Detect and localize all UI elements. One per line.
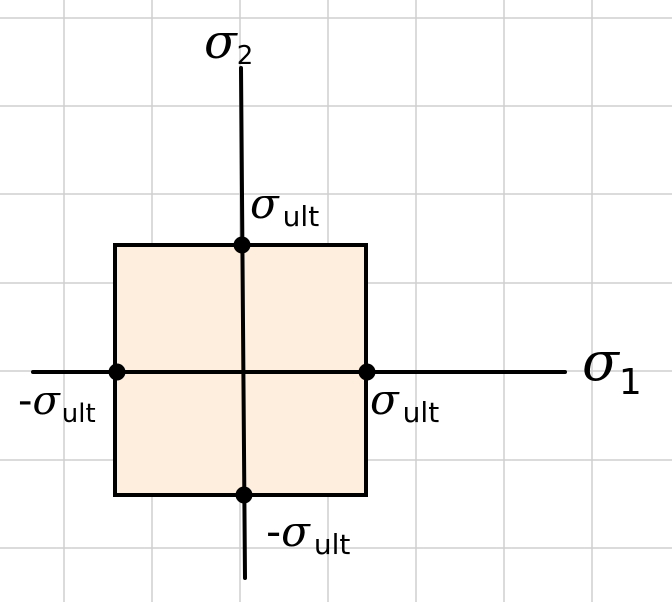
left-neg-ult-symbol: σ	[32, 378, 61, 424]
top-ult-subscript: ult	[283, 200, 320, 233]
sigma2-symbol: σ	[204, 14, 238, 70]
point-top-ult	[233, 236, 251, 254]
bottom-neg-sign: -	[266, 507, 281, 556]
right-ult-subscript: ult	[403, 396, 440, 429]
bottom-neg-ult-symbol: σ	[281, 507, 311, 556]
sigma2-axis-label: σ2	[204, 14, 253, 71]
bottom-neg-ult-label: -σ ult	[266, 507, 350, 561]
left-neg-ult-label: -σult	[18, 378, 96, 429]
top-ult-label: σ ult	[250, 179, 319, 233]
sigma1-subscript: 1	[619, 362, 642, 403]
point-bottom-neg-ult	[235, 486, 253, 504]
left-neg-sign: -	[18, 378, 32, 424]
sigma1-axis-label: σ1	[582, 330, 642, 403]
bottom-neg-ult-subscript: ult	[314, 528, 351, 561]
sigma1-symbol: σ	[582, 330, 621, 393]
right-ult-symbol: σ	[370, 375, 400, 424]
right-ult-label: σ ult	[370, 375, 439, 429]
sigma2-subscript: 2	[237, 41, 254, 71]
point-right-ult	[358, 363, 376, 381]
left-neg-ult-subscript: ult	[62, 399, 96, 429]
top-ult-symbol: σ	[250, 179, 280, 228]
point-left-neg-ult	[108, 363, 126, 381]
